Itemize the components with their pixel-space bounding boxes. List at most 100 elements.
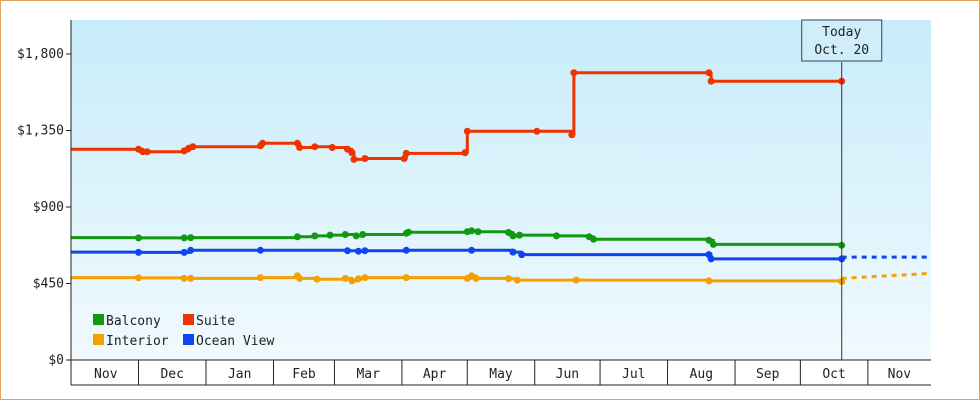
data-point-interior [572, 276, 580, 284]
data-point-suite [311, 143, 319, 151]
data-point-balcony [509, 232, 517, 240]
data-point-interior [135, 274, 142, 282]
today-marker: Today Oct. 20 [801, 19, 883, 360]
legend: Balcony Suite Interior Ocean View [93, 314, 274, 349]
x-tick-label: Jun [556, 367, 579, 382]
y-tick-label: $0 [48, 353, 64, 368]
data-point-interior [180, 274, 188, 282]
data-point-suite [707, 77, 715, 85]
x-tick-label: Sep [756, 367, 780, 382]
x-tick-label: Mar [356, 367, 380, 382]
data-point-interior [361, 274, 369, 282]
data-point-suite [189, 143, 197, 151]
legend-label: Interior [106, 334, 169, 349]
legend-label: Suite [196, 314, 235, 329]
x-tick-label: Nov [94, 367, 118, 382]
data-point-interior [402, 274, 410, 282]
x-tick-label: Feb [292, 367, 316, 382]
data-point-balcony [709, 240, 717, 248]
data-point-interior [313, 275, 321, 283]
x-tick-label: Apr [423, 367, 447, 382]
legend-swatch [93, 314, 104, 325]
data-point-interior [296, 274, 304, 282]
data-point-ocean-view [468, 246, 476, 254]
data-point-suite [402, 149, 410, 157]
data-point-interior [513, 276, 521, 284]
data-point-suite [705, 69, 713, 77]
today-label: Today [822, 25, 861, 40]
data-point-balcony [705, 236, 713, 244]
data-point-balcony [359, 231, 367, 238]
data-point-balcony [474, 228, 482, 236]
legend-label: Balcony [106, 314, 161, 329]
data-point-ocean-view [402, 246, 410, 254]
data-point-ocean-view [354, 247, 362, 255]
x-tick-label: May [489, 367, 513, 382]
x-axis: Nov Dec Jan Feb Mar Apr May Jun Jul Aug Sep Oct Nov [70, 359, 931, 386]
data-point-balcony [405, 228, 412, 236]
data-point-suite [348, 149, 356, 157]
data-point-interior [341, 274, 349, 282]
data-point-ocean-view [707, 255, 715, 263]
data-point-ocean-view [135, 248, 142, 256]
data-point-suite [533, 127, 541, 135]
legend-label: Ocean View [196, 334, 274, 349]
data-point-ocean-view [509, 248, 517, 256]
y-axis: $0 $450 $900 $1,350 $1,800 [17, 20, 72, 368]
data-point-interior [187, 274, 195, 282]
data-point-interior [472, 274, 480, 282]
data-point-balcony [326, 231, 334, 239]
today-date: Oct. 20 [814, 43, 869, 58]
y-tick-label: $1,350 [17, 124, 64, 139]
data-point-balcony [590, 235, 597, 243]
data-point-interior [354, 275, 362, 283]
data-point-interior [505, 275, 513, 283]
data-point-ocean-view [518, 251, 526, 259]
legend-swatch [93, 334, 104, 345]
plot-background [71, 20, 931, 360]
data-point-suite [143, 148, 151, 156]
data-point-suite [570, 69, 578, 77]
data-point-suite [296, 144, 304, 151]
series-lines [71, 69, 932, 285]
data-point-balcony [187, 234, 195, 242]
legend-swatch [183, 334, 194, 345]
data-point-balcony [341, 231, 349, 238]
x-tick-label: Oct [822, 367, 845, 382]
y-tick-label: $450 [33, 277, 64, 292]
data-point-suite [461, 149, 469, 157]
x-tick-label: Nov [888, 367, 912, 382]
data-point-suite [350, 155, 358, 163]
data-point-interior [348, 277, 356, 285]
data-point-ocean-view [256, 246, 264, 254]
data-point-balcony [135, 234, 142, 242]
data-point-interior [256, 274, 264, 282]
data-point-balcony [180, 234, 188, 242]
data-point-balcony [352, 232, 360, 240]
data-point-balcony [293, 233, 301, 241]
data-point-suite [361, 155, 369, 162]
data-point-suite [259, 139, 267, 147]
data-point-balcony [516, 231, 523, 239]
data-point-interior [705, 277, 713, 285]
x-tick-label: Aug [690, 367, 713, 382]
today-box [801, 19, 883, 62]
data-point-ocean-view [180, 248, 188, 256]
data-point-balcony [553, 232, 560, 240]
legend-swatch [183, 314, 194, 325]
data-point-ocean-view [361, 247, 369, 255]
data-point-suite [568, 131, 576, 139]
y-tick-label: $1,800 [17, 47, 64, 62]
x-tick-label: Jul [622, 367, 645, 382]
data-point-suite [463, 127, 471, 135]
data-point-balcony [468, 227, 476, 235]
projection-line-interior [841, 271, 932, 280]
data-point-balcony [311, 232, 319, 240]
data-point-ocean-view [187, 246, 195, 254]
x-tick-label: Dec [160, 367, 183, 382]
data-point-ocean-view [344, 247, 351, 255]
data-point-suite [328, 144, 336, 151]
x-tick-label: Jan [228, 367, 251, 382]
y-tick-label: $900 [33, 200, 64, 215]
